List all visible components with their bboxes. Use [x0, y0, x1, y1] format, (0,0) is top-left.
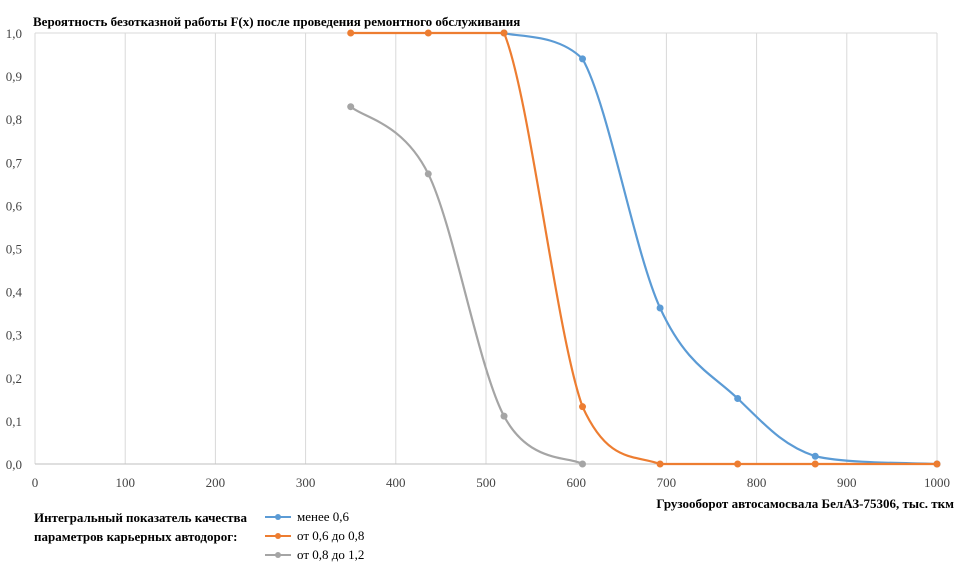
series-line-2: [350, 31, 937, 466]
series-1-point: [734, 394, 742, 402]
series-2-point: [347, 29, 355, 37]
x-tick-labels: 0 100 200 300 400 500 600 700 800 900 1000: [32, 475, 950, 490]
series-1-point: [656, 304, 664, 312]
series-lines: [347, 29, 941, 468]
series-3-point: [347, 103, 355, 111]
series-line-1: [503, 31, 938, 466]
y-tick-label: 0,2: [6, 371, 22, 386]
legend-title: Интегральный показатель качества парамет…: [34, 510, 248, 544]
legend-marker: [275, 513, 281, 520]
x-tick-label: 600: [566, 475, 586, 490]
series-2-point: [656, 460, 664, 468]
series-3-point: [424, 170, 432, 178]
x-tick-label: 0: [32, 475, 39, 490]
legend-label-series-2: от 0,6 до 0,8: [297, 528, 365, 543]
x-tick-label: 900: [837, 475, 857, 490]
x-tick-label: 1000: [924, 475, 950, 490]
y-tick-labels: 0,0 0,1 0,2 0,3 0,4 0,5 0,6 0,7 0,8 0,9 1,0: [6, 26, 23, 472]
legend: менее 0,6 от 0,6 до 0,8 от 0,8 до 1,2: [265, 507, 364, 564]
legend-marker: [275, 532, 281, 539]
series-line-3: [349, 105, 584, 465]
series-2-point: [933, 460, 941, 468]
x-tick-label: 700: [657, 475, 677, 490]
x-tick-label: 100: [115, 475, 135, 490]
series-1-point: [579, 55, 587, 63]
series-2-point: [424, 29, 432, 37]
y-tick-label: 0,1: [6, 414, 22, 429]
x-tick-label: 800: [747, 475, 767, 490]
series-3-point: [500, 412, 508, 420]
x-tick-label: 500: [476, 475, 496, 490]
series-2-point: [734, 460, 742, 468]
legend-item-series-3: от 0,8 до 1,2: [265, 545, 364, 564]
legend-swatch-series-3: [265, 550, 291, 560]
legend-swatch-series-2: [265, 531, 291, 541]
x-axis-label: Грузооборот автосамосвала БелАЗ-75306, т…: [656, 496, 954, 511]
x-tick-label: 400: [386, 475, 406, 490]
legend-label-series-3: от 0,8 до 1,2: [297, 547, 365, 562]
y-tick-label: 1,0: [6, 26, 22, 41]
legend-marker: [275, 551, 281, 558]
y-tick-label: 0,5: [6, 242, 22, 257]
y-tick-label: 0,3: [6, 328, 22, 343]
y-tick-label: 0,4: [6, 285, 23, 300]
legend-item-series-2: от 0,6 до 0,8: [265, 526, 364, 545]
grid-lines: [34, 33, 938, 464]
series-2-point: [579, 403, 587, 411]
series-2-point: [811, 460, 819, 468]
x-tick-label: 200: [206, 475, 226, 490]
chart-title: Вероятность безотказной работы F(x) посл…: [33, 14, 521, 29]
y-tick-label: 0,6: [6, 198, 23, 213]
y-tick-label: 0,9: [6, 69, 22, 84]
series-3-point: [579, 460, 587, 468]
y-tick-label: 0,8: [6, 112, 22, 127]
series-1-point: [811, 452, 819, 460]
y-tick-label: 0,7: [6, 155, 23, 170]
legend-item-series-1: менее 0,6: [265, 507, 364, 526]
legend-swatch-series-1: [265, 512, 291, 522]
x-tick-label: 300: [296, 475, 316, 490]
y-tick-label: 0,0: [6, 457, 22, 472]
legend-label-series-1: менее 0,6: [297, 509, 349, 524]
series-2-point: [500, 29, 508, 37]
